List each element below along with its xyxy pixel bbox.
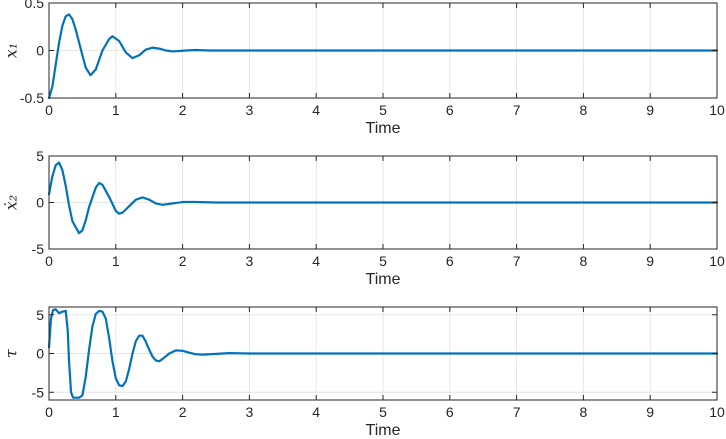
x-tick-label: 3	[246, 253, 254, 269]
x-tick-label: 8	[580, 404, 588, 420]
x-tick-label: 4	[312, 253, 320, 269]
x-tick-label: 4	[312, 404, 320, 420]
x-tick-label: 4	[312, 102, 320, 118]
y-axis-label: ẋ₂	[2, 195, 21, 210]
x-axis-label: Time	[366, 271, 401, 288]
y-tick-label: 0.5	[25, 0, 45, 11]
x-tick-label: 8	[580, 253, 588, 269]
series-line	[47, 161, 719, 235]
x-tick-label: 6	[446, 102, 454, 118]
x-axis-label: Time	[366, 422, 401, 439]
x-tick-label: 2	[179, 253, 187, 269]
y-axis-label: x₁	[2, 43, 21, 58]
x-tick-label: 7	[513, 404, 521, 420]
x-tick-label: 10	[709, 102, 725, 118]
x-tick-label: 5	[379, 102, 387, 118]
x-tick-label: 10	[709, 404, 725, 420]
x-tick-label: 6	[446, 404, 454, 420]
x-tick-label: 0	[45, 253, 53, 269]
series-line	[47, 13, 719, 100]
series-line	[47, 308, 719, 399]
x-tick-label: 10	[709, 253, 725, 269]
x-tick-label: 2	[179, 102, 187, 118]
x-axis-label: Time	[366, 120, 401, 137]
x-tick-label: 2	[179, 404, 187, 420]
x-tick-label: 8	[580, 102, 588, 118]
x-tick-label: 1	[112, 102, 120, 118]
y-tick-label: 0	[36, 346, 44, 362]
y-tick-label: -5	[32, 384, 45, 400]
x-tick-label: 5	[379, 253, 387, 269]
y-tick-label: 0	[36, 43, 44, 59]
x-tick-label: 9	[646, 404, 654, 420]
x-tick-label: 3	[246, 404, 254, 420]
x-tick-label: 1	[112, 253, 120, 269]
y-tick-label: 5	[36, 307, 44, 323]
x-tick-label: 7	[513, 102, 521, 118]
x-tick-label: 9	[646, 253, 654, 269]
x-tick-label: 6	[446, 253, 454, 269]
x-tick-label: 1	[112, 404, 120, 420]
x-tick-label: 9	[646, 102, 654, 118]
x-tick-label: 0	[45, 102, 53, 118]
y-tick-label: -5	[32, 241, 45, 257]
y-tick-label: -0.5	[20, 90, 44, 106]
x-tick-label: 5	[379, 404, 387, 420]
y-tick-label: 0	[36, 195, 44, 211]
y-axis-label: τ	[2, 348, 21, 358]
x-tick-label: 0	[45, 404, 53, 420]
y-tick-label: 5	[36, 148, 44, 164]
x-tick-label: 3	[246, 102, 254, 118]
x-tick-label: 7	[513, 253, 521, 269]
